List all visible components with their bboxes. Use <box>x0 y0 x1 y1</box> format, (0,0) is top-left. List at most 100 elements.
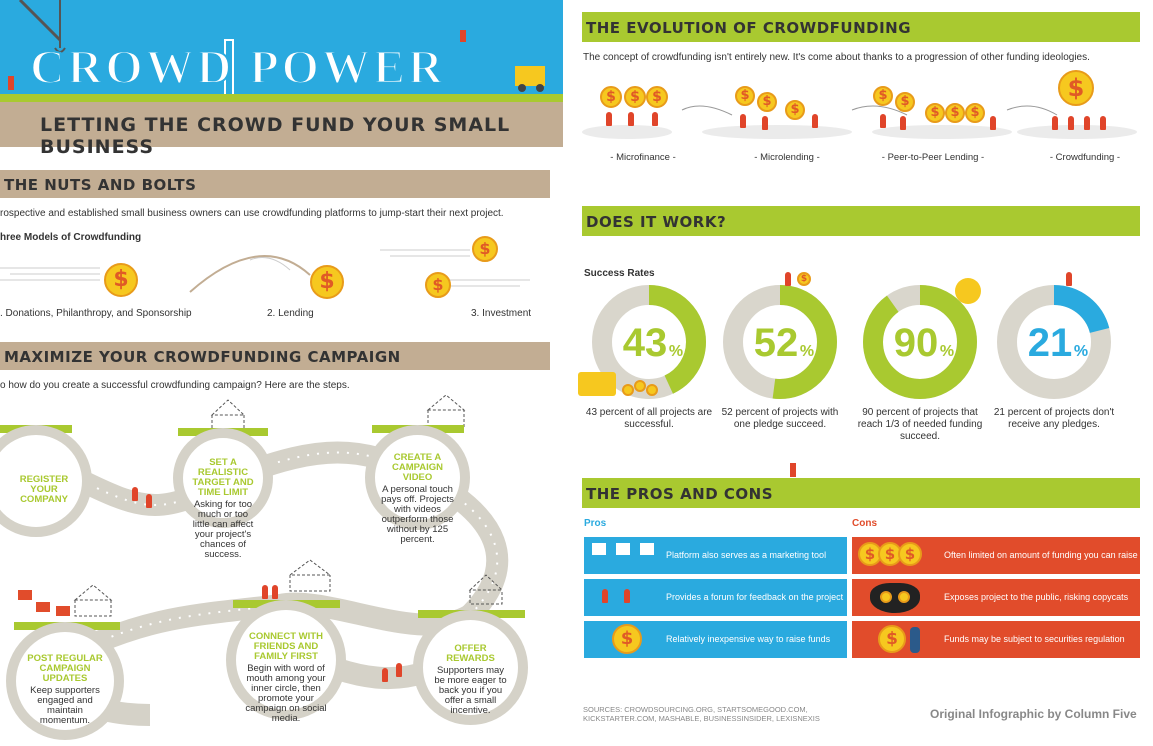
con-text: Exposes project to the public, risking c… <box>944 592 1129 602</box>
person-icon <box>262 585 268 599</box>
sign-icon <box>18 590 76 618</box>
person-icon <box>740 114 746 128</box>
works-heading: DOES IT WORK? <box>586 213 727 231</box>
person-icon <box>132 487 138 501</box>
proscons-heading-band: THE PROS AND CONS <box>582 478 1140 508</box>
step-updates: POST REGULAR CAMPAIGN UPDATES Keep suppo… <box>6 622 124 740</box>
donut-percent-sign: % <box>1074 343 1088 360</box>
person-icon <box>1068 116 1074 130</box>
donut-value: 43 <box>623 321 668 365</box>
dollar-coin-icon: $ <box>612 624 642 654</box>
person-icon <box>382 668 388 682</box>
dollar-coin-icon: $ <box>472 236 498 262</box>
con-item: $ Funds may be subject to securities reg… <box>852 621 1140 658</box>
donut-value: 90 <box>894 321 939 365</box>
donut-percent-sign: % <box>940 343 954 360</box>
cat-icon <box>870 583 920 613</box>
success-rates-label: Success Rates <box>584 268 655 279</box>
step-body: Keep supporters engaged and maintain mom… <box>30 685 100 726</box>
dollar-coin-icon: $ <box>646 86 668 108</box>
evolution-heading-band: THE EVOLUTION OF CROWDFUNDING <box>582 12 1140 42</box>
person-icon <box>396 663 402 677</box>
step-title: REGISTER YOUR COMPANY <box>19 474 69 505</box>
dollar-coin-icon: $ <box>797 272 811 286</box>
dollar-coin-icon: $ <box>1058 70 1094 106</box>
nuts-heading: THE NUTS AND BOLTS <box>4 176 197 194</box>
dollar-coin-icon: $ <box>104 263 138 297</box>
pro-item: $ Relatively inexpensive way to raise fu… <box>584 621 847 658</box>
sign-icon <box>592 543 654 567</box>
donut-caption: 21 percent of projects don't receive any… <box>993 407 1115 430</box>
dollar-coin-icon: $ <box>898 542 922 566</box>
step-register: REGISTER YOUR COMPANY <box>0 425 92 537</box>
step-title: CONNECT WITH FRIENDS AND FAMILY FIRST <box>249 631 323 662</box>
evolution-heading: THE EVOLUTION OF CROWDFUNDING <box>586 19 912 37</box>
pro-item: Provides a forum for feedback on the pro… <box>584 579 847 616</box>
step-body: Asking for too much or too little can af… <box>192 499 254 560</box>
donut-caption: 43 percent of all projects are successfu… <box>585 407 713 430</box>
nuts-intro: rospective and established small busines… <box>0 208 504 219</box>
dollar-coin-icon: $ <box>925 103 945 123</box>
step-target: SET A REALISTIC TARGET AND TIME LIMIT As… <box>173 428 273 560</box>
models-illustration <box>0 249 530 293</box>
person-icon <box>900 116 906 130</box>
dollar-coin-icon: $ <box>310 265 344 299</box>
step-rewards: OFFER REWARDS Supporters may be more eag… <box>413 610 528 725</box>
dollar-coin-icon: $ <box>425 272 451 298</box>
maximize-heading-band: MAXIMIZE YOUR CROWDFUNDING CAMPAIGN <box>0 342 550 370</box>
partial-coin-icon <box>955 278 981 304</box>
pro-text: Platform also serves as a marketing tool <box>666 550 827 560</box>
dollar-coin-icon <box>898 591 910 603</box>
step-title: SET A REALISTIC TARGET AND TIME LIMIT <box>192 457 254 498</box>
pro-text: Relatively inexpensive way to raise fund… <box>666 634 831 644</box>
dollar-coin-icon <box>646 384 658 396</box>
hero-banner: CROWD POWER <box>0 0 563 100</box>
dollar-coin-icon: $ <box>757 92 777 112</box>
dollar-coin-icon <box>622 384 634 396</box>
person-icon <box>812 114 818 128</box>
donut-percent-sign: % <box>800 343 814 360</box>
donut-caption: 52 percent of projects with one pledge s… <box>721 407 839 430</box>
step-title: CREATE A CAMPAIGN VIDEO <box>391 452 444 483</box>
dollar-coin-icon: $ <box>735 86 755 106</box>
person-icon <box>1066 272 1072 286</box>
person-icon <box>785 272 791 286</box>
models-title: hree Models of Crowdfunding <box>0 232 142 243</box>
dollar-coin-icon: $ <box>600 86 622 108</box>
step-body: Supporters may be more eager to back you… <box>434 665 507 716</box>
dollar-coin-icon: $ <box>945 103 965 123</box>
dollar-coin-icon <box>634 380 646 392</box>
stage-crowdfunding: - Crowdfunding - <box>1049 152 1121 163</box>
donut-arc <box>997 285 1111 399</box>
stage-microlending: - Microlending - <box>754 152 820 163</box>
grass-strip <box>0 94 563 102</box>
donut-percent-sign: % <box>669 343 683 360</box>
maximize-intro: o how do you create a successful crowdfu… <box>0 380 350 391</box>
step-body: Begin with word of mouth among your inne… <box>245 663 327 724</box>
pro-item: Platform also serves as a marketing tool <box>584 537 847 574</box>
person-icon <box>272 585 278 599</box>
person-icon <box>606 112 612 126</box>
model-2-label: 2. Lending <box>267 308 314 319</box>
step-connect: CONNECT WITH FRIENDS AND FAMILY FIRST Be… <box>226 600 346 724</box>
dollar-coin-icon: $ <box>878 625 906 653</box>
con-item: $ $ $ Often limited on amount of funding… <box>852 537 1140 574</box>
person-icon <box>762 116 768 130</box>
step-title: POST REGULAR CAMPAIGN UPDATES <box>27 653 103 684</box>
person-icon <box>652 112 658 126</box>
hero-title: CROWD POWER <box>29 40 446 95</box>
model-3-label: 3. Investment <box>471 308 532 319</box>
person-icon <box>1100 116 1106 130</box>
step-video: CREATE A CAMPAIGN VIDEO A personal touch… <box>365 425 470 545</box>
step-title: OFFER REWARDS <box>446 643 495 664</box>
person-icon <box>146 494 152 508</box>
person-icon <box>624 589 630 603</box>
dollar-coin-icon: $ <box>965 103 985 123</box>
donut-arc <box>863 285 977 399</box>
evolution-illustration <box>582 105 1137 139</box>
pro-text: Provides a forum for feedback on the pro… <box>666 592 844 602</box>
donut-value: 21 <box>1028 321 1073 365</box>
stage-p2p: - Peer-to-Peer Lending - <box>881 152 985 163</box>
dollar-coin-icon <box>880 591 892 603</box>
subtitle-band: LETTING THE CROWD FUND YOUR SMALL BUSINE… <box>0 102 563 158</box>
